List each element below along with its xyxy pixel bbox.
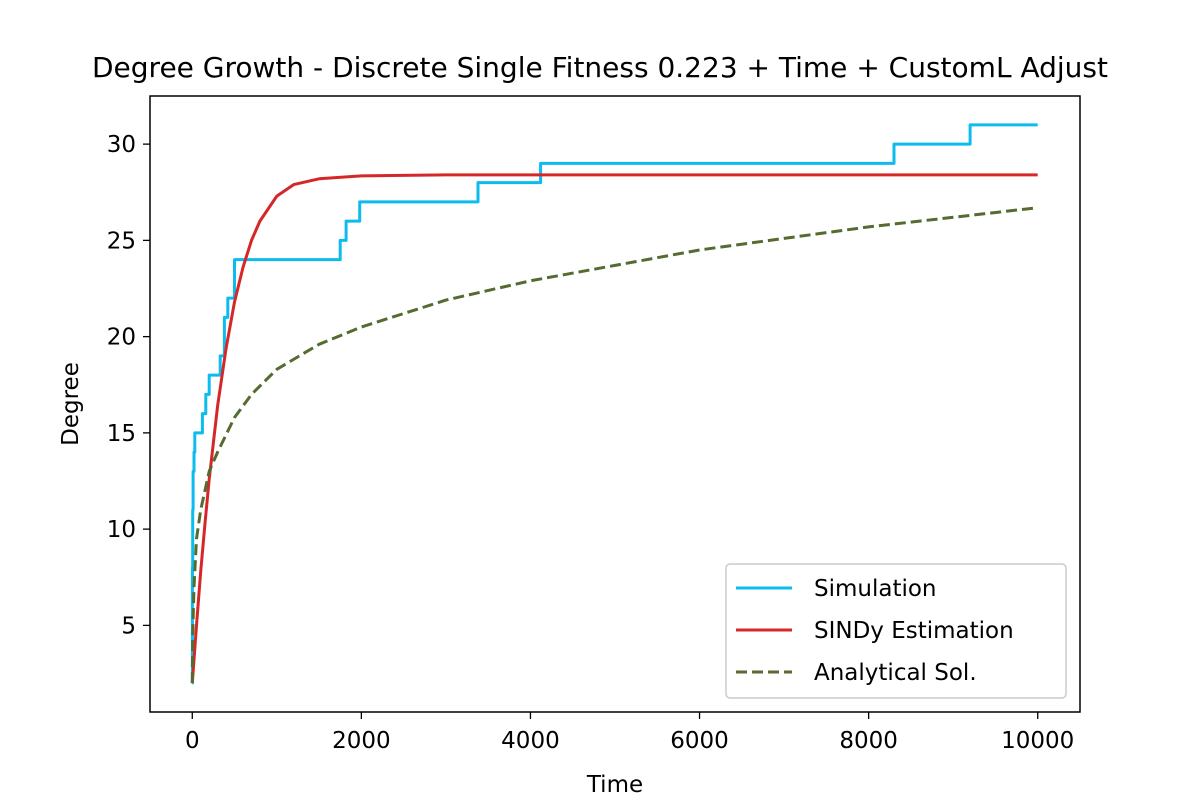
x-tick-label: 4000 xyxy=(501,728,560,754)
y-tick-label: 10 xyxy=(107,517,136,543)
x-tick-label: 8000 xyxy=(839,728,898,754)
series-layer xyxy=(190,123,1038,685)
y-tick-label: 30 xyxy=(107,132,136,158)
legend-box xyxy=(725,563,1067,699)
y-tick-label: 25 xyxy=(107,228,136,254)
x-axis: 0 2000 4000 6000 8000 10000 xyxy=(185,712,1074,754)
x-tick-label: 6000 xyxy=(670,728,729,754)
legend-label-2: SINDy Estimation xyxy=(814,618,1014,644)
legend-label-1: Simulation xyxy=(814,576,937,602)
legend: Simulation SINDy Estimation Analytical Sol… xyxy=(725,563,1067,699)
series-line-2 xyxy=(190,173,1038,684)
series-line-3 xyxy=(190,206,1038,684)
x-axis-label: Time xyxy=(586,772,643,798)
y-tick-label: 20 xyxy=(107,325,136,351)
y-axis: 5 10 15 20 25 30 xyxy=(107,132,150,639)
chart-title: Degree Growth - Discrete Single Fitness … xyxy=(92,51,1108,84)
plot-frame xyxy=(149,95,1081,713)
x-tick-label: 2000 xyxy=(332,728,391,754)
x-tick-label: 0 xyxy=(185,728,200,754)
legend-label-3: Analytical Sol. xyxy=(814,660,977,686)
y-tick-label: 5 xyxy=(121,613,136,639)
y-tick-label: 15 xyxy=(107,421,136,447)
x-tick-label: 10000 xyxy=(1001,728,1074,754)
y-axis-label: Degree xyxy=(58,362,84,446)
